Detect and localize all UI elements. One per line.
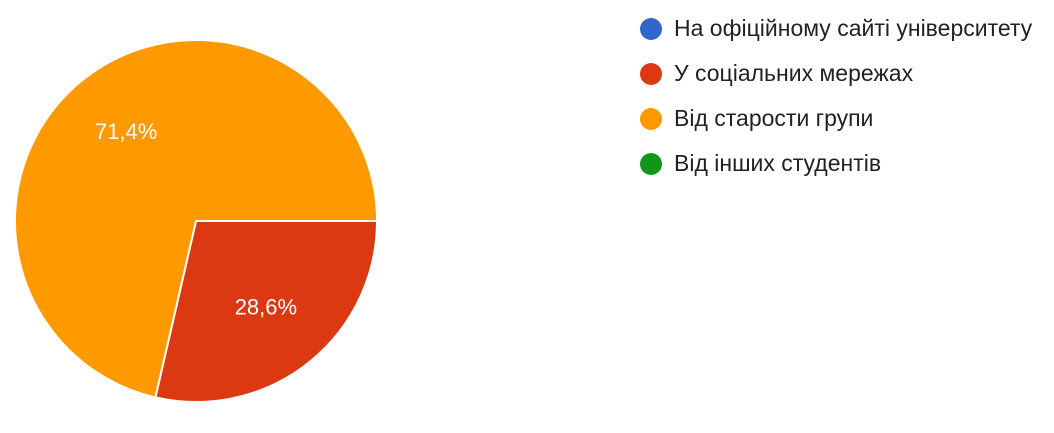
legend-label-other-students: Від інших студентів <box>674 150 882 176</box>
slice-label-social-networks: 28,6% <box>235 295 297 320</box>
legend-item-official-site[interactable]: На офіційному сайті університету <box>640 6 1032 51</box>
legend-label-social-networks: У соціальних мережах <box>674 60 914 86</box>
legend-label-official-site: На офіційному сайті університету <box>674 15 1033 41</box>
legend-swatch-other-students <box>640 152 662 175</box>
pie-slice-labels: 28,6% 71,4% <box>95 119 297 320</box>
pie-slices <box>14 39 378 403</box>
legend-item-group-leader[interactable]: Від старости групи <box>640 96 1032 141</box>
slice-label-group-leader: 71,4% <box>95 119 157 144</box>
legend-label-group-leader: Від старости групи <box>674 105 874 131</box>
chart-legend: На офіційному сайті університету У соціа… <box>640 6 1032 186</box>
legend-swatch-social-networks <box>640 62 662 85</box>
legend-swatch-official-site <box>640 17 662 40</box>
pie-slice-group-leader[interactable] <box>14 39 378 399</box>
legend-item-other-students[interactable]: Від інших студентів <box>640 141 1032 186</box>
pie-chart-plot: 28,6% 71,4% <box>14 39 378 403</box>
legend-item-social-networks[interactable]: У соціальних мережах <box>640 51 1032 96</box>
legend-swatch-group-leader <box>640 107 662 130</box>
pie-slice-social-networks[interactable] <box>154 220 378 403</box>
